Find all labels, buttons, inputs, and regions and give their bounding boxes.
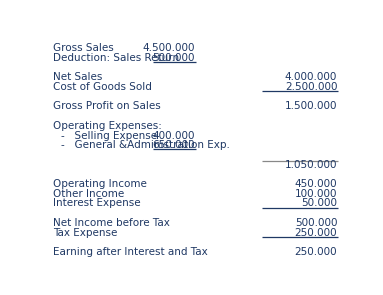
Text: Tax Expense: Tax Expense bbox=[53, 228, 118, 237]
Text: 50.000: 50.000 bbox=[301, 199, 337, 209]
Text: Deduction: Sales Return: Deduction: Sales Return bbox=[53, 53, 179, 63]
Text: Gross Sales: Gross Sales bbox=[53, 43, 114, 53]
Text: Operating Expenses:: Operating Expenses: bbox=[53, 121, 162, 131]
Text: Interest Expense: Interest Expense bbox=[53, 199, 141, 209]
Text: Earning after Interest and Tax: Earning after Interest and Tax bbox=[53, 247, 208, 257]
Text: 500.000: 500.000 bbox=[295, 218, 337, 228]
Text: 4.000.000: 4.000.000 bbox=[285, 72, 337, 82]
Text: 650.000: 650.000 bbox=[152, 140, 195, 150]
Text: Other Income: Other Income bbox=[53, 189, 124, 199]
Text: 450.000: 450.000 bbox=[295, 179, 337, 189]
Text: 250.000: 250.000 bbox=[295, 228, 337, 237]
Text: Operating Income: Operating Income bbox=[53, 179, 147, 189]
Text: 100.000: 100.000 bbox=[295, 189, 337, 199]
Text: Net Income before Tax: Net Income before Tax bbox=[53, 218, 170, 228]
Text: Net Sales: Net Sales bbox=[53, 72, 103, 82]
Text: Cost of Goods Sold: Cost of Goods Sold bbox=[53, 82, 152, 92]
Text: -   Selling Expense: - Selling Expense bbox=[61, 131, 157, 140]
Text: 2.500.000: 2.500.000 bbox=[285, 82, 337, 92]
Text: -   General &Administration Exp.: - General &Administration Exp. bbox=[61, 140, 230, 150]
Text: 1.050.000: 1.050.000 bbox=[285, 160, 337, 170]
Text: Gross Profit on Sales: Gross Profit on Sales bbox=[53, 101, 161, 112]
Text: 4.500.000: 4.500.000 bbox=[142, 43, 195, 53]
Text: 500.000: 500.000 bbox=[152, 53, 195, 63]
Text: 250.000: 250.000 bbox=[295, 247, 337, 257]
Text: 400.000: 400.000 bbox=[152, 131, 195, 140]
Text: 1.500.000: 1.500.000 bbox=[285, 101, 337, 112]
